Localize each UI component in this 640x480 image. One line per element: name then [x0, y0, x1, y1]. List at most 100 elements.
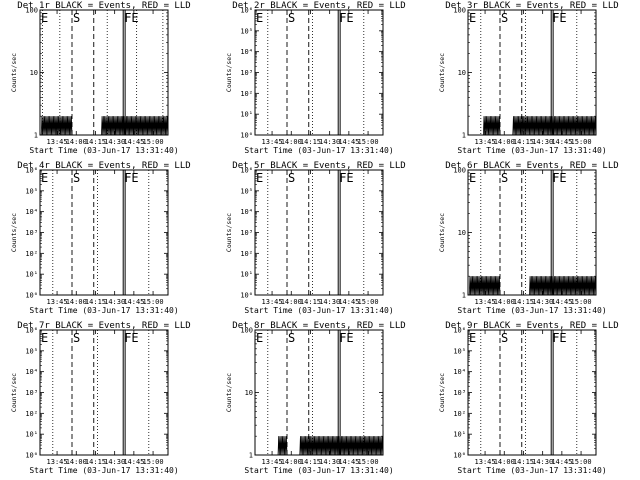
- event-marker-label: S: [73, 11, 80, 25]
- event-marker-label: FE: [552, 11, 566, 25]
- event-marker-label: FE: [339, 331, 353, 345]
- x-tick-label: 14:30: [104, 458, 125, 466]
- panel-title: Det 7r BLACK = Events, RED = LLD: [17, 321, 190, 331]
- y-tick-label: 1: [462, 292, 466, 300]
- x-axis-label: Start Time (03-Jun-17 13:31:40): [29, 146, 178, 155]
- x-tick-label: 15:00: [143, 458, 164, 466]
- event-marker-label: E: [256, 11, 263, 25]
- event-marker-label: S: [288, 331, 295, 345]
- x-tick-label: 14:30: [319, 298, 340, 306]
- y-tick-label: 10⁶: [25, 327, 38, 335]
- x-axis-label: Start Time (03-Jun-17 13:31:40): [244, 306, 393, 315]
- y-tick-label: 10³: [240, 229, 253, 237]
- y-tick-label: 10³: [240, 69, 253, 77]
- x-tick-label: 13:45: [262, 138, 283, 146]
- y-tick-label: 10⁵: [240, 187, 253, 195]
- x-axis-label: Start Time (03-Jun-17 13:31:40): [244, 466, 393, 475]
- y-tick-label: 10⁰: [25, 452, 38, 460]
- y-tick-label: 100: [453, 7, 466, 15]
- panel-7: Det 7r BLACK = Events, RED = LLD 10⁰ 10¹ 10…: [10, 321, 191, 475]
- y-tick-label: 10⁵: [453, 347, 466, 355]
- event-marker-label: S: [501, 331, 508, 345]
- x-tick-label: 15:00: [571, 458, 592, 466]
- x-tick-label: 14:30: [532, 458, 553, 466]
- x-tick-label: 14:45: [551, 458, 572, 466]
- y-tick-label: 1: [462, 132, 466, 140]
- x-tick-label: 14:00: [281, 458, 302, 466]
- event-marker-label: S: [501, 11, 508, 25]
- x-tick-label: 13:45: [47, 458, 68, 466]
- event-marker-label: E: [41, 171, 48, 185]
- y-tick-label: 10⁰: [240, 292, 253, 300]
- event-marker-label: E: [469, 171, 476, 185]
- y-axis-label: Counts/sec: [10, 373, 18, 412]
- x-tick-label: 14:45: [338, 298, 359, 306]
- x-tick-label: 14:30: [532, 298, 553, 306]
- y-axis-label: Counts/sec: [438, 213, 446, 252]
- x-tick-label: 14:15: [300, 138, 321, 146]
- panel-4: Det 4r BLACK = Events, RED = LLD 10⁰ 10¹ 10…: [10, 161, 191, 315]
- event-marker-label: E: [469, 331, 476, 345]
- y-tick-label: 10⁴: [453, 368, 466, 376]
- event-marker-label: S: [73, 331, 80, 345]
- panel-1: Det 1r BLACK = Events, RED = LLD 1 10 100 Co…: [10, 1, 191, 155]
- x-tick-label: 15:00: [571, 138, 592, 146]
- y-tick-label: 10²: [240, 250, 253, 258]
- x-tick-label: 13:45: [475, 458, 496, 466]
- x-tick-label: 14:00: [494, 458, 515, 466]
- x-tick-label: 14:45: [123, 138, 144, 146]
- y-tick-label: 10⁵: [25, 187, 38, 195]
- x-tick-label: 14:45: [551, 298, 572, 306]
- event-marker-label: FE: [339, 11, 353, 25]
- y-tick-label: 100: [240, 327, 253, 335]
- event-marker-label: E: [256, 331, 263, 345]
- y-tick-label: 10⁶: [25, 167, 38, 175]
- panel-title: Det 3r BLACK = Events, RED = LLD: [445, 1, 618, 11]
- panel-title: Det 1r BLACK = Events, RED = LLD: [17, 1, 190, 11]
- x-tick-label: 14:45: [123, 298, 144, 306]
- y-axis-label: Counts/sec: [225, 213, 233, 252]
- y-tick-label: 10¹: [25, 271, 38, 279]
- y-tick-label: 10¹: [25, 431, 38, 439]
- y-tick-label: 10⁶: [453, 327, 466, 335]
- y-tick-label: 10¹: [240, 111, 253, 119]
- x-tick-label: 13:45: [47, 298, 68, 306]
- panel-title: Det 9r BLACK = Events, RED = LLD: [445, 321, 618, 331]
- x-tick-label: 14:30: [319, 138, 340, 146]
- y-tick-label: 10⁴: [25, 208, 38, 216]
- x-tick-label: 14:00: [281, 138, 302, 146]
- events-series-line: [277, 436, 384, 456]
- y-tick-label: 10⁴: [240, 208, 253, 216]
- plot-frame: [39, 9, 169, 136]
- x-tick-label: 15:00: [143, 298, 164, 306]
- x-tick-label: 14:30: [319, 458, 340, 466]
- event-marker-label: E: [469, 11, 476, 25]
- event-marker-label: E: [41, 331, 48, 345]
- panel-title: Det 6r BLACK = Events, RED = LLD: [445, 161, 618, 171]
- event-marker-label: E: [41, 11, 48, 25]
- y-tick-label: 10³: [25, 389, 38, 397]
- y-tick-label: 1: [34, 132, 38, 140]
- x-tick-label: 14:30: [104, 298, 125, 306]
- y-axis-label: Counts/sec: [225, 53, 233, 92]
- x-tick-label: 14:45: [123, 458, 144, 466]
- event-marker-label: FE: [124, 171, 138, 185]
- y-tick-label: 10: [30, 69, 38, 77]
- x-tick-label: 14:00: [66, 458, 87, 466]
- x-tick-label: 14:15: [513, 458, 534, 466]
- y-tick-label: 10³: [25, 229, 38, 237]
- x-tick-label: 14:00: [494, 138, 515, 146]
- y-axis-label: Counts/sec: [438, 53, 446, 92]
- event-marker-label: FE: [124, 11, 138, 25]
- event-marker-label: FE: [552, 331, 566, 345]
- y-tick-label: 10⁰: [25, 292, 38, 300]
- y-tick-label: 10: [245, 389, 253, 397]
- x-tick-label: 15:00: [571, 298, 592, 306]
- x-tick-label: 14:15: [300, 458, 321, 466]
- x-tick-label: 13:45: [262, 298, 283, 306]
- event-marker-label: FE: [124, 331, 138, 345]
- y-tick-label: 10⁶: [240, 167, 253, 175]
- event-marker-label: S: [73, 171, 80, 185]
- event-marker-label: S: [288, 171, 295, 185]
- y-tick-label: 100: [25, 7, 38, 15]
